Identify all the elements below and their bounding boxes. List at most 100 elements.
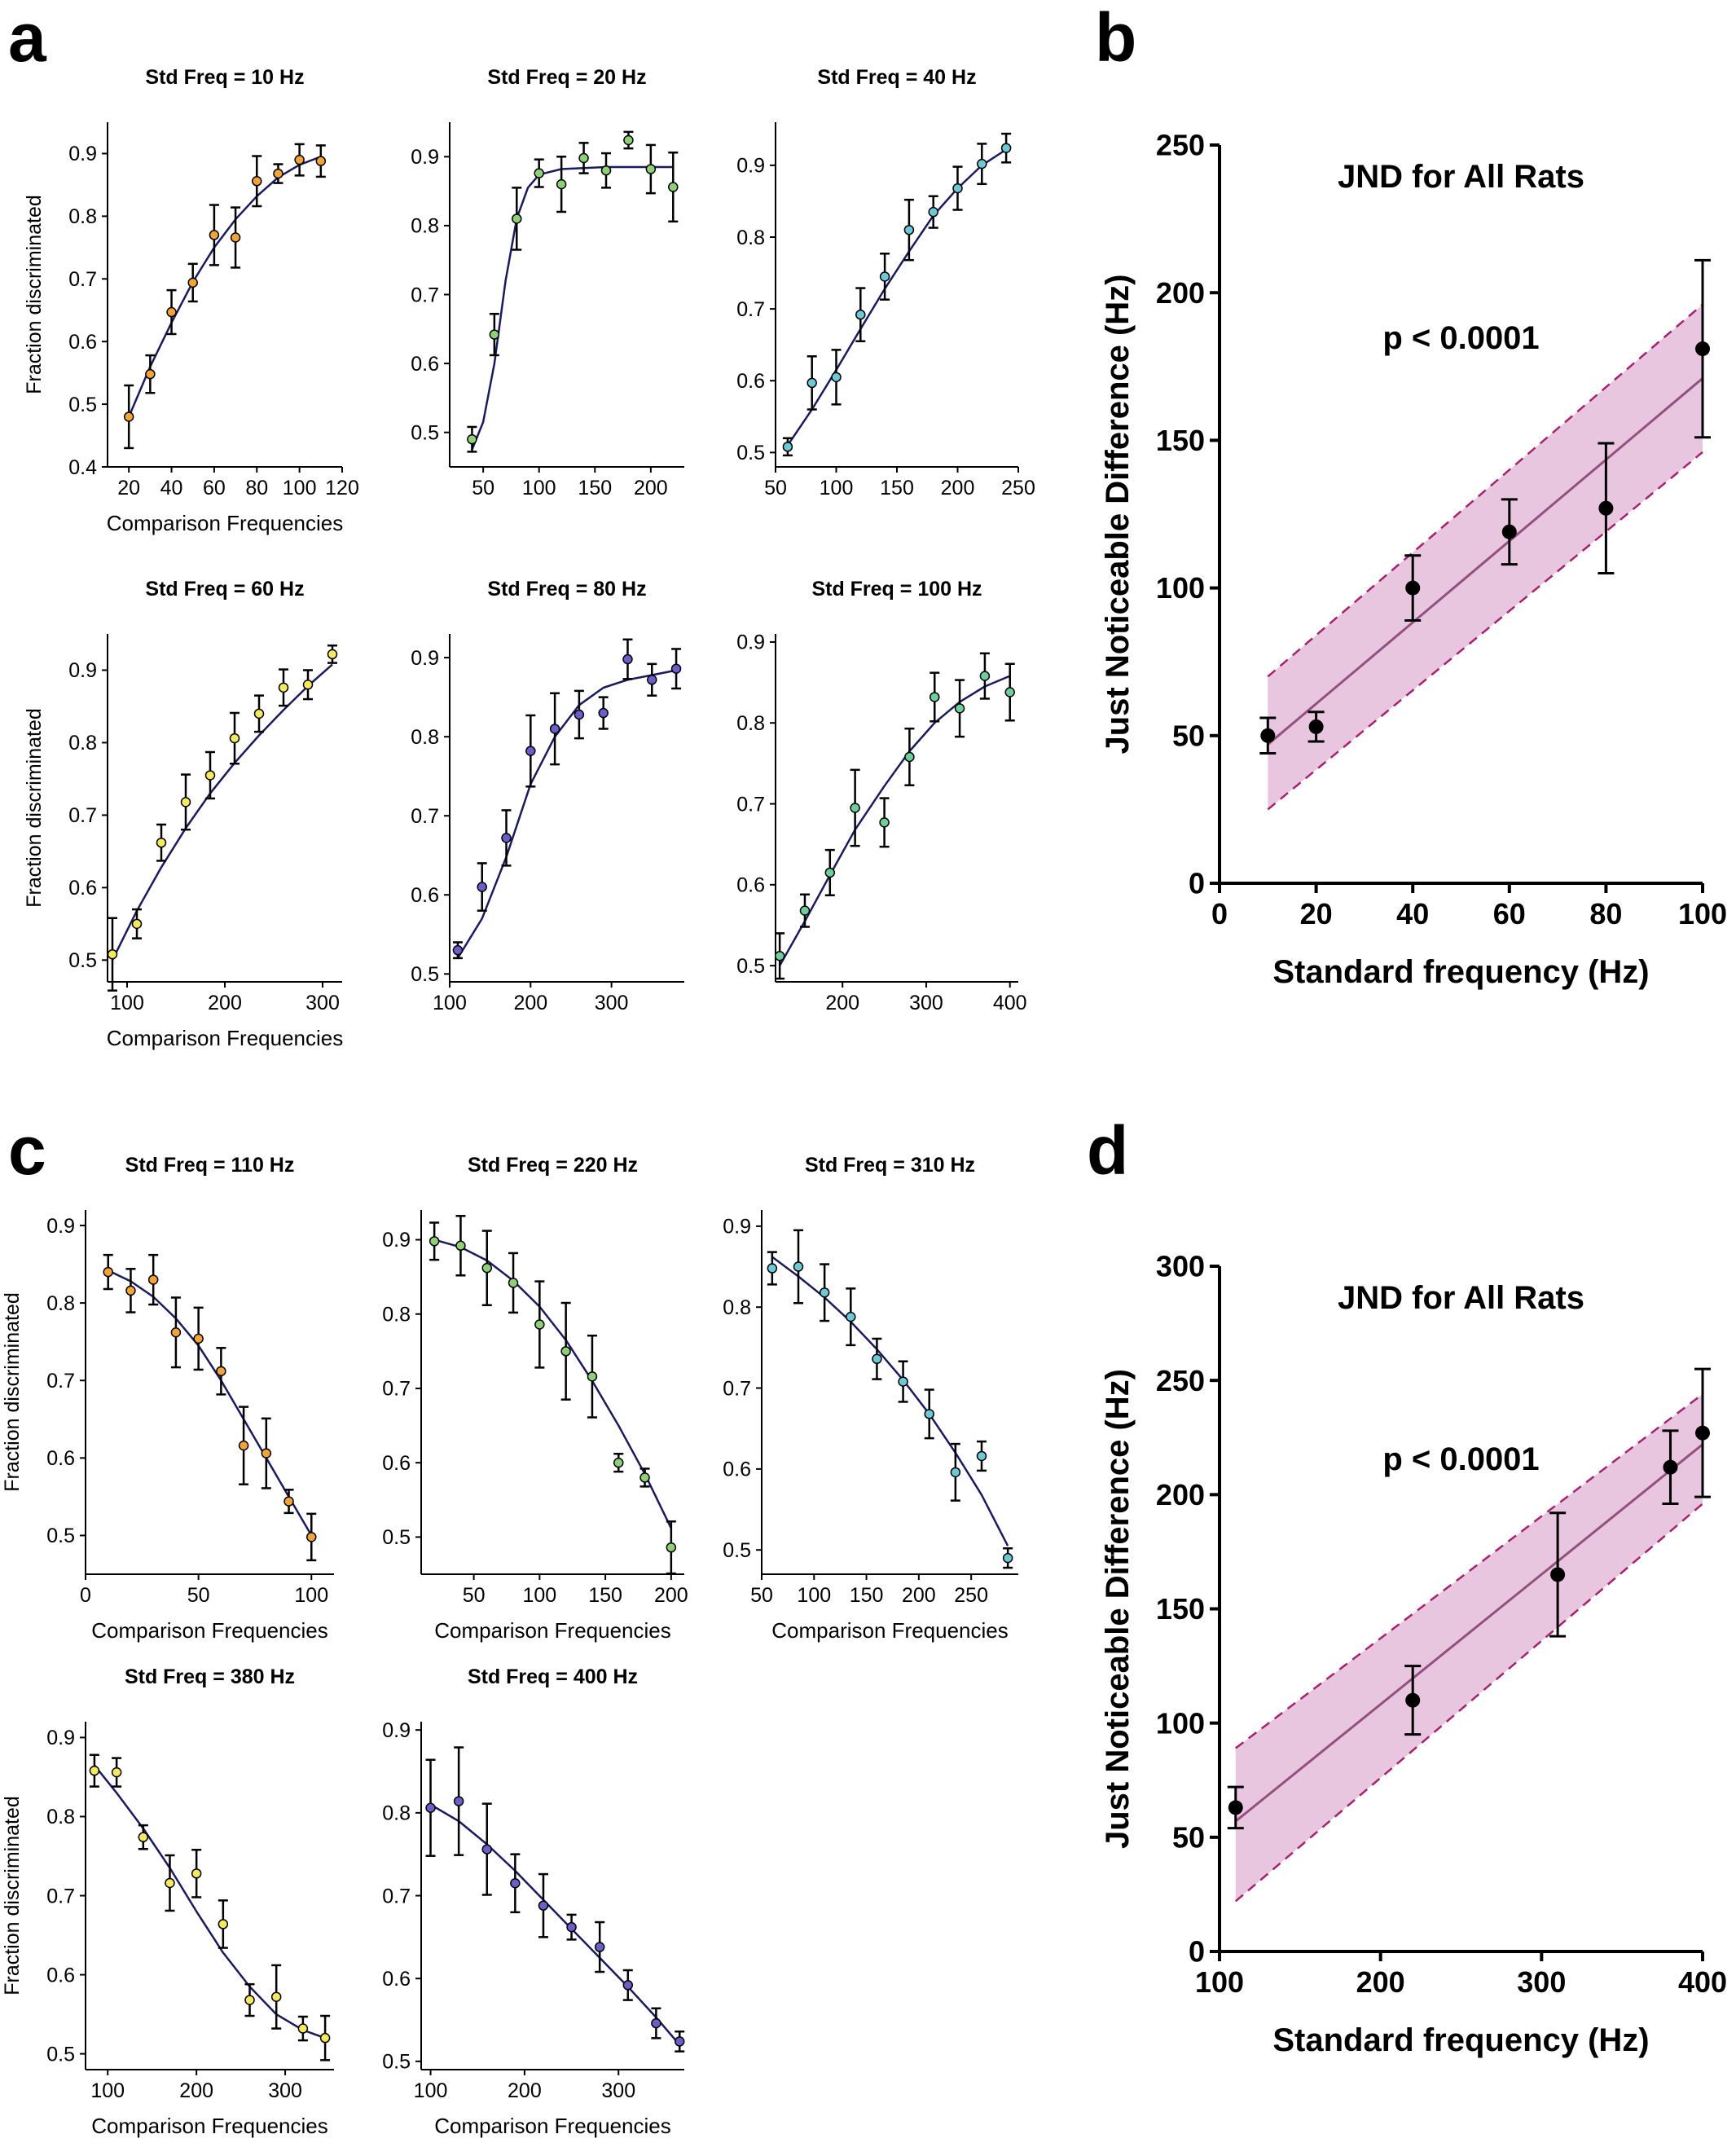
data-point: [425, 1802, 436, 1813]
fit-curve: [429, 1803, 681, 2046]
chart-title: Std Freq = 110 Hz: [125, 1154, 295, 1177]
fit-curve: [433, 1239, 672, 1529]
x-tick-label: 50: [187, 1584, 210, 1607]
y-tick-label: 0.5: [46, 1525, 75, 1547]
x-tick-label: 200: [902, 1584, 936, 1607]
y-tick-label: 0.7: [46, 1370, 75, 1393]
data-point: [1695, 341, 1710, 357]
confidence-band: [1268, 304, 1703, 810]
chart-title: JND for All Rats: [1338, 1280, 1584, 1316]
data-point: [452, 944, 464, 956]
x-tick-label: 20: [1300, 897, 1333, 931]
p-value-annotation: p < 0.0001: [1382, 320, 1539, 356]
data-point: [429, 1236, 440, 1247]
x-axis-label: Comparison Frequencies: [107, 1026, 343, 1050]
data-point: [774, 950, 785, 961]
data-point: [455, 1240, 466, 1252]
data-point: [467, 433, 477, 445]
y-tick-label: 0.6: [46, 1447, 75, 1470]
ci-upper-line: [1267, 303, 1703, 678]
y-tick-label: 0.6: [382, 1452, 411, 1475]
data-point: [578, 152, 589, 164]
x-tick-label: 250: [1001, 477, 1035, 499]
y-tick-label: 250: [1156, 1364, 1205, 1397]
fit-curve: [779, 675, 1011, 966]
y-axis-label: Fraction discriminated: [1, 1292, 24, 1492]
y-axis-label: Fraction discriminated: [23, 195, 46, 394]
data-point: [793, 1261, 804, 1272]
data-point: [510, 1878, 521, 1889]
data-point: [191, 1868, 202, 1879]
y-tick-label: 0.5: [411, 963, 439, 986]
chart-title: JND for All Rats: [1338, 159, 1584, 195]
data-point: [954, 703, 965, 714]
data-point: [1004, 687, 1015, 697]
x-tick-label: 40: [160, 477, 183, 499]
data-point: [1405, 580, 1421, 596]
y-tick-label: 0.5: [68, 394, 97, 416]
data-point: [1260, 728, 1276, 743]
data-point: [799, 905, 811, 916]
y-tick-label: 0.7: [736, 298, 765, 321]
confidence-band: [1235, 1393, 1703, 1902]
data-point: [501, 833, 512, 843]
ci-lower-line: [1267, 451, 1703, 811]
data-point: [598, 707, 609, 719]
data-point: [123, 411, 134, 422]
data-point: [898, 1376, 908, 1387]
y-tick-label: 0.9: [723, 1216, 751, 1239]
y-tick-label: 0.6: [411, 353, 439, 376]
y-tick-label: 0.9: [736, 631, 765, 654]
data-point: [131, 918, 143, 930]
y-tick-label: 0.6: [382, 1968, 411, 1991]
data-point: [1501, 524, 1517, 539]
y-tick-label: 0.9: [411, 647, 439, 670]
x-tick-label: 100: [433, 992, 467, 1014]
y-tick-label: 250: [1156, 129, 1205, 162]
data-point: [145, 368, 156, 380]
data-point: [879, 271, 890, 282]
chart-title: Std Freq = 220 Hz: [468, 1154, 638, 1177]
data-point: [138, 1832, 149, 1842]
data-point: [107, 948, 118, 960]
chart-title: Std Freq = 380 Hz: [125, 1665, 295, 1688]
x-tick-label: 300: [268, 2079, 302, 2102]
y-tick-label: 0.8: [46, 1292, 75, 1315]
data-point: [156, 837, 167, 848]
data-point: [929, 692, 940, 702]
data-point: [782, 442, 793, 452]
data-point: [977, 158, 987, 169]
data-point: [1228, 1800, 1243, 1815]
x-tick-label: 0: [80, 1584, 91, 1607]
x-tick-label: 100: [522, 1584, 556, 1607]
y-tick-label: 0.7: [46, 1885, 75, 1907]
data-point: [218, 1919, 229, 1929]
y-tick-label: 0.9: [46, 1727, 75, 1749]
y-tick-label: 0.8: [382, 1802, 411, 1825]
data-point: [587, 1371, 598, 1382]
x-tick-label: 300: [305, 992, 340, 1014]
y-tick-label: 0.6: [723, 1459, 751, 1481]
data-point: [252, 176, 262, 187]
x-tick-label: 100: [820, 477, 854, 499]
data-point: [180, 797, 191, 807]
x-tick-label: 250: [954, 1584, 988, 1607]
y-tick-label: 100: [1156, 571, 1205, 605]
data-point: [103, 1266, 113, 1278]
data-point: [976, 1450, 987, 1462]
data-point: [489, 329, 500, 340]
y-tick-label: 0.5: [382, 1526, 411, 1549]
data-point: [1002, 1552, 1013, 1564]
x-tick-label: 100: [294, 1584, 328, 1607]
panel-label-a: a: [8, 0, 46, 76]
y-tick-label: 0.7: [68, 804, 97, 827]
y-tick-label: 50: [1172, 719, 1205, 752]
data-point: [534, 168, 544, 178]
y-tick-label: 0.7: [382, 1378, 411, 1401]
x-tick-label: 150: [588, 1584, 622, 1607]
data-point: [477, 882, 487, 892]
x-tick-label: 200: [508, 2079, 542, 2102]
y-tick-label: 0.5: [46, 2043, 75, 2066]
